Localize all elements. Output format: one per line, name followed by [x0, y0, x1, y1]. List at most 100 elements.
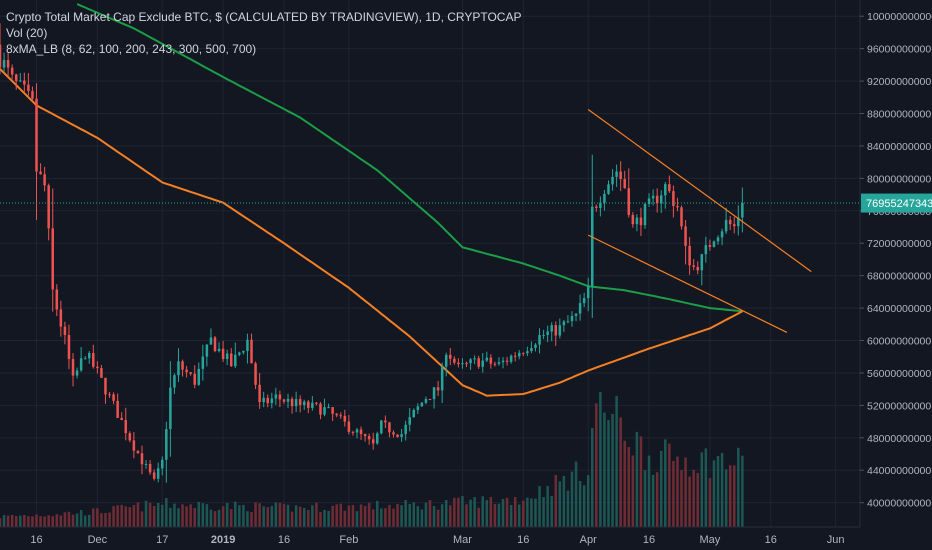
- volume-bar: [501, 498, 505, 527]
- volume-bar: [217, 509, 221, 527]
- candle-body: [639, 217, 643, 226]
- candle-body: [177, 361, 180, 376]
- volume-bar: [485, 499, 489, 527]
- y-tick-label: 84000000000: [867, 141, 931, 153]
- candle-body: [444, 354, 448, 367]
- volume-bar: [307, 510, 310, 527]
- volume-bar: [465, 504, 468, 527]
- candle-body: [189, 372, 192, 374]
- y-tick-label: 60000000000: [867, 336, 931, 348]
- volume-bar: [578, 480, 582, 527]
- candle-body: [307, 401, 310, 408]
- volume-bar: [396, 503, 399, 527]
- candle-body: [432, 387, 436, 400]
- candle-body: [720, 231, 724, 238]
- legend-ma-indicator[interactable]: 8xMA_LB (8, 62, 100, 200, 243, 300, 500,…: [6, 42, 257, 56]
- price-axis[interactable]: 100000000000 96000000000 92000000000 880000…: [860, 11, 932, 510]
- volume-bar: [59, 515, 63, 527]
- volume-bar: [359, 504, 363, 527]
- candle-body: [392, 432, 395, 435]
- y-tick-label: 52000000000: [867, 400, 931, 412]
- candle-body: [339, 415, 343, 417]
- candle-body: [104, 377, 107, 395]
- candle-body: [712, 241, 716, 247]
- volume-bar: [205, 504, 209, 527]
- last-price-tag: 76955247343: [861, 193, 932, 213]
- volume-bar: [262, 506, 265, 527]
- volume-bar: [152, 505, 156, 527]
- x-tick-label: 16: [30, 534, 42, 546]
- volume-bar: [181, 504, 184, 527]
- candle-body: [676, 205, 679, 208]
- volume-bar: [14, 516, 18, 527]
- volume-bar: [570, 471, 574, 527]
- volume-bar: [246, 511, 249, 527]
- candle-body: [27, 84, 30, 91]
- candle-body: [371, 439, 375, 444]
- trendline-lower[interactable]: [587, 234, 788, 333]
- candle-body: [578, 303, 582, 314]
- candle-body: [75, 370, 79, 376]
- candle-body: [558, 325, 562, 336]
- trendlines[interactable]: [587, 108, 812, 333]
- candle-body: [716, 237, 720, 242]
- candle-body: [156, 468, 160, 479]
- volume-bar: [449, 505, 452, 527]
- candle-body: [473, 358, 476, 360]
- volume-bar: [489, 497, 493, 527]
- candle-body: [526, 351, 529, 354]
- candle-body: [700, 254, 704, 271]
- volume-bar: [538, 486, 541, 527]
- volume-bar: [177, 508, 180, 527]
- candle-body: [461, 363, 464, 365]
- volume-bar: [432, 506, 436, 527]
- candle-body: [2, 59, 6, 68]
- trendline-upper[interactable]: [587, 108, 812, 273]
- candle-body: [737, 217, 740, 227]
- candle-body: [416, 406, 420, 410]
- candle-body: [278, 394, 282, 400]
- candle-body: [35, 98, 38, 172]
- volume-bar: [327, 510, 330, 527]
- candle-body: [688, 245, 691, 266]
- candle-body: [59, 309, 63, 327]
- candle-body: [116, 400, 119, 418]
- candle-body: [428, 399, 432, 401]
- candle-body: [404, 424, 407, 435]
- candle-body: [270, 398, 274, 404]
- candle-body: [315, 402, 318, 404]
- candle-body: [704, 245, 708, 255]
- candle-body: [741, 203, 744, 218]
- volume-bar: [420, 509, 424, 527]
- volume-bar: [19, 515, 22, 527]
- volume-bar: [116, 505, 119, 527]
- legend-volume-indicator[interactable]: Vol (20): [6, 26, 48, 40]
- volume-bar: [380, 508, 383, 527]
- volume-bar: [47, 515, 50, 527]
- candle-body: [724, 219, 728, 232]
- candle-body: [331, 407, 334, 414]
- volume-bar: [213, 511, 217, 527]
- volume-bar: [290, 511, 294, 527]
- volume-bar: [229, 509, 233, 527]
- candle-body: [96, 366, 99, 369]
- candle-body: [684, 226, 687, 246]
- x-tick-label: Feb: [339, 534, 358, 546]
- candle-body: [83, 358, 87, 360]
- volume-bar: [79, 510, 83, 527]
- volume-bars: [0, 392, 744, 527]
- candle-body: [238, 352, 241, 355]
- y-tick-label: 80000000000: [867, 173, 931, 185]
- volume-bar: [473, 497, 476, 527]
- candle-body: [647, 198, 651, 204]
- candle-body: [136, 450, 140, 454]
- legend-symbol-title[interactable]: Crypto Total Market Cap Exclude BTC, $ (…: [6, 10, 522, 24]
- candle-body: [213, 337, 217, 352]
- candle-body: [668, 184, 671, 192]
- volume-bar: [39, 516, 42, 527]
- candle-body: [55, 289, 59, 310]
- time-axis[interactable]: 16 Dec 17 2019 16 Feb Mar 16 Apr 16 May 16 Jun: [30, 534, 844, 546]
- candle-body: [449, 354, 452, 359]
- candle-body: [351, 431, 355, 433]
